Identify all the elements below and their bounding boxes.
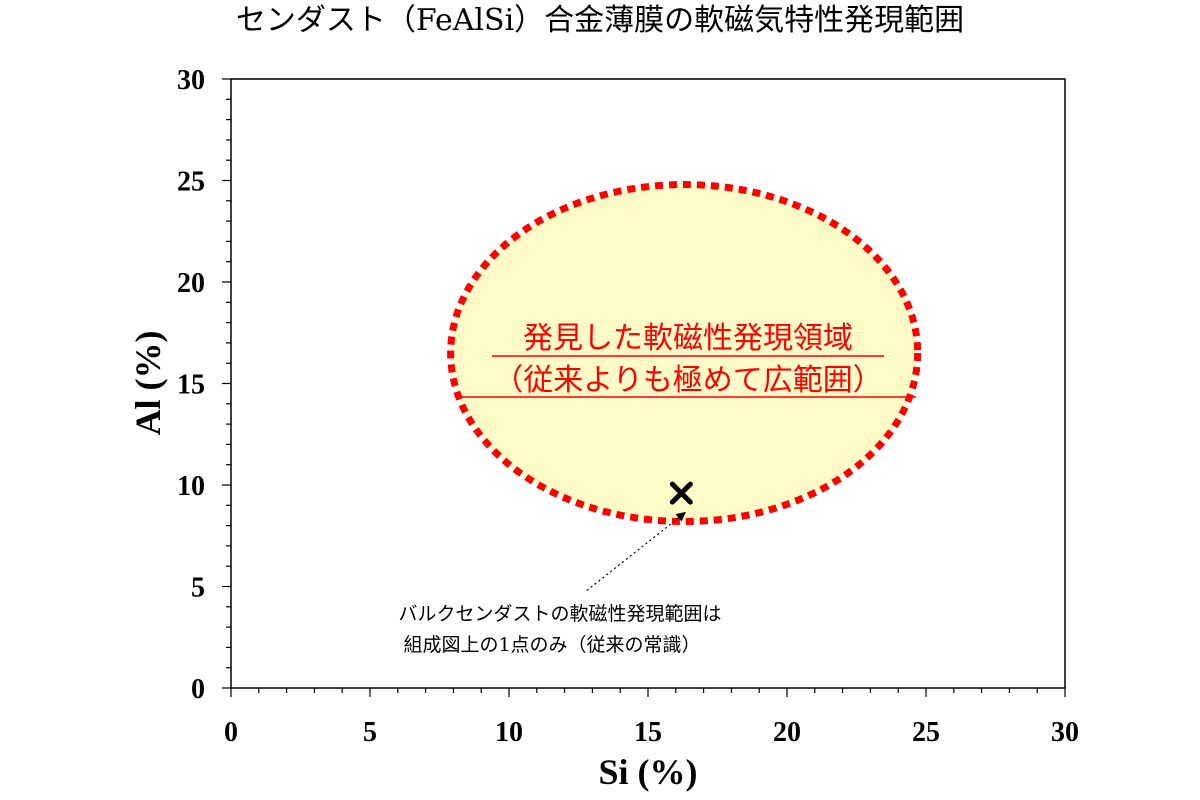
x-axis-title: Si (%) [599,752,698,792]
annotation-arrow [586,511,687,592]
x-tick-label: 30 [1051,717,1079,748]
marker-stroke [669,481,693,505]
x-tick-label: 0 [224,717,238,748]
region-fill [450,184,918,522]
region-label-line2: （従来よりも極めて広範囲） [493,363,882,398]
chart-title: センダスト（FeAlSi）合金薄膜の軟磁気特性発現範囲 [236,3,964,38]
y-axis-title: Al (%) [128,331,168,436]
tick-labels: 0 5 10 15 20 25 30 0 5 10 15 20 25 30 [177,65,1079,748]
region-label-line1: 発見した軟磁性発現領域 [523,321,853,356]
data-point-marker [669,481,693,505]
x-tick-label: 10 [495,717,523,748]
y-tick-label: 10 [177,471,205,502]
y-tick-label: 5 [191,573,205,604]
region [447,181,922,526]
ticks [222,78,1066,697]
y-tick-label: 20 [177,268,205,299]
data-points [669,481,693,505]
x-tick-label: 5 [363,717,377,748]
y-tick-label: 30 [177,65,205,96]
y-tick-label: 0 [191,674,205,705]
x-tick-label: 15 [634,717,662,748]
x-tick-label: 20 [773,717,801,748]
annotation-line1: バルクセンダストの軟磁性発現範囲は [398,603,721,625]
y-tick-label: 15 [177,370,205,401]
x-tick-label: 25 [912,717,940,748]
y-tick-label: 25 [177,167,205,198]
region-border [447,181,922,526]
annotation-line2: 組成図上の1点のみ（従来の常識） [403,634,700,656]
